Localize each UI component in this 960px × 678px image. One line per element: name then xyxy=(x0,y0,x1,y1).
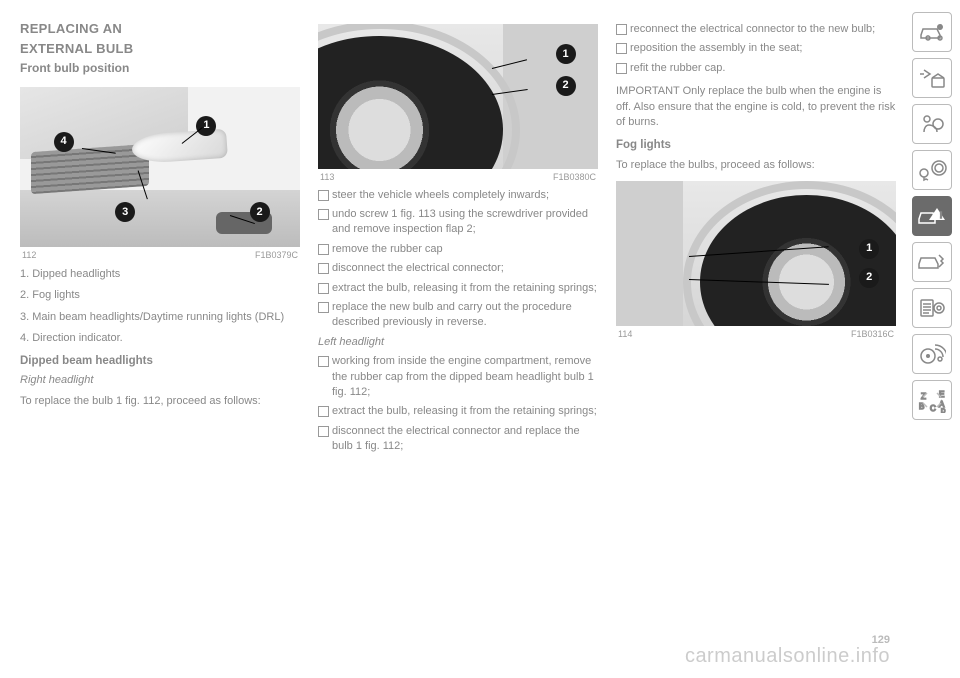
callout-2: 2 xyxy=(250,202,270,222)
figure-114-number: 114 xyxy=(618,328,632,341)
figure-114: 1 2 114 F1B0316C xyxy=(616,181,896,341)
figure-113: 1 2 113 F1B0380C xyxy=(318,24,598,184)
callout-4: 4 xyxy=(54,132,74,152)
svg-text:C: C xyxy=(930,404,936,413)
step: reposition the assembly in the seat; xyxy=(616,41,896,56)
callout-2: 2 xyxy=(859,268,879,288)
step: undo screw 1 fig. 113 using the screwdri… xyxy=(318,207,598,238)
section-tabs: i ! ZEBCAD xyxy=(904,0,960,678)
step: disconnect the electrical connector; xyxy=(318,261,598,276)
tab-airbag-icon[interactable] xyxy=(912,104,952,144)
step: remove the rubber cap xyxy=(318,242,598,257)
watermark: carmanualsonline.info xyxy=(685,642,890,670)
step: steer the vehicle wheels completely inwa… xyxy=(318,188,598,203)
legend-4: 4. Direction indicator. xyxy=(20,331,300,346)
figure-112-code: F1B0379C xyxy=(255,249,298,262)
section-title-line1: REPLACING AN xyxy=(20,20,300,38)
tab-settings-icon[interactable] xyxy=(912,288,952,328)
figure-113-number: 113 xyxy=(320,171,334,184)
step: replace the new bulb and carry out the p… xyxy=(318,300,598,331)
tab-media-icon[interactable] xyxy=(912,334,952,374)
tab-warning-icon[interactable]: ! xyxy=(912,196,952,236)
callout-2: 2 xyxy=(556,76,576,96)
step: extract the bulb, releasing it from the … xyxy=(318,404,598,419)
fog-lights-heading: Fog lights xyxy=(616,137,896,153)
step: extract the bulb, releasing it from the … xyxy=(318,281,598,296)
callout-1: 1 xyxy=(556,44,576,64)
important-note: IMPORTANT Only replace the bulb when the… xyxy=(616,84,896,130)
tab-index-icon[interactable]: ZEBCAD xyxy=(912,380,952,420)
figure-114-code: F1B0316C xyxy=(851,328,894,341)
legend-3: 3. Main beam headlights/Daytime running … xyxy=(20,310,300,325)
legend-2: 2. Fog lights xyxy=(20,288,300,303)
svg-text:E: E xyxy=(939,390,944,399)
tab-key-icon[interactable] xyxy=(912,150,952,190)
section-title-line2: EXTERNAL BULB xyxy=(20,40,300,58)
fog-lights-intro: To replace the bulbs, proceed as follows… xyxy=(616,158,896,173)
tab-vehicle-icon[interactable]: i xyxy=(912,12,952,52)
left-headlight-heading: Left headlight xyxy=(318,335,598,350)
figure-113-code: F1B0380C xyxy=(553,171,596,184)
section-subtitle: Front bulb position xyxy=(20,60,300,77)
tab-service-icon[interactable] xyxy=(912,242,952,282)
svg-text:D: D xyxy=(941,409,946,413)
callout-1: 1 xyxy=(859,239,879,259)
step: disconnect the electrical connector and … xyxy=(318,424,598,455)
figure-112: 1 2 3 4 112 F1B0379C xyxy=(20,87,300,262)
step: reconnect the electrical connector to th… xyxy=(616,22,896,37)
dipped-heading: Dipped beam headlights xyxy=(20,353,300,369)
step: working from inside the engine compartme… xyxy=(318,354,598,400)
svg-text:!: ! xyxy=(940,211,942,220)
step: refit the rubber cap. xyxy=(616,61,896,76)
legend-1: 1. Dipped headlights xyxy=(20,267,300,282)
right-headlight-intro: To replace the bulb 1 fig. 112, proceed … xyxy=(20,394,300,409)
right-headlight-heading: Right headlight xyxy=(20,373,300,388)
figure-112-number: 112 xyxy=(22,249,36,262)
tab-lights-icon[interactable] xyxy=(912,58,952,98)
